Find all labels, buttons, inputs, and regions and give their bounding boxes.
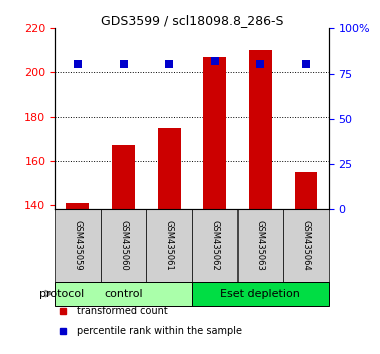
Title: GDS3599 / scl18098.8_286-S: GDS3599 / scl18098.8_286-S <box>101 14 283 27</box>
Text: protocol: protocol <box>39 289 84 299</box>
Bar <box>66 202 89 209</box>
Text: GSM435061: GSM435061 <box>165 220 174 271</box>
Text: GSM435060: GSM435060 <box>119 220 128 271</box>
Bar <box>158 127 180 209</box>
Text: GSM435059: GSM435059 <box>73 220 82 271</box>
Bar <box>55 281 192 306</box>
Text: GSM435063: GSM435063 <box>256 220 265 271</box>
Bar <box>192 209 238 281</box>
Point <box>257 62 263 67</box>
Bar <box>238 209 283 281</box>
Point <box>303 62 309 67</box>
Text: percentile rank within the sample: percentile rank within the sample <box>77 326 242 336</box>
Text: transformed count: transformed count <box>77 306 168 316</box>
Bar <box>203 57 226 209</box>
Point <box>75 62 81 67</box>
Bar <box>249 50 272 209</box>
Bar <box>283 209 329 281</box>
Bar <box>112 145 135 209</box>
Text: Eset depletion: Eset depletion <box>220 289 300 299</box>
Bar <box>192 281 329 306</box>
Text: GSM435064: GSM435064 <box>301 220 310 271</box>
Point <box>120 62 127 67</box>
Bar <box>294 172 317 209</box>
Bar <box>146 209 192 281</box>
Bar <box>101 209 146 281</box>
Point <box>166 62 172 67</box>
Text: GSM435062: GSM435062 <box>210 220 219 271</box>
Text: control: control <box>104 289 143 299</box>
Point <box>212 58 218 64</box>
Bar <box>55 209 101 281</box>
